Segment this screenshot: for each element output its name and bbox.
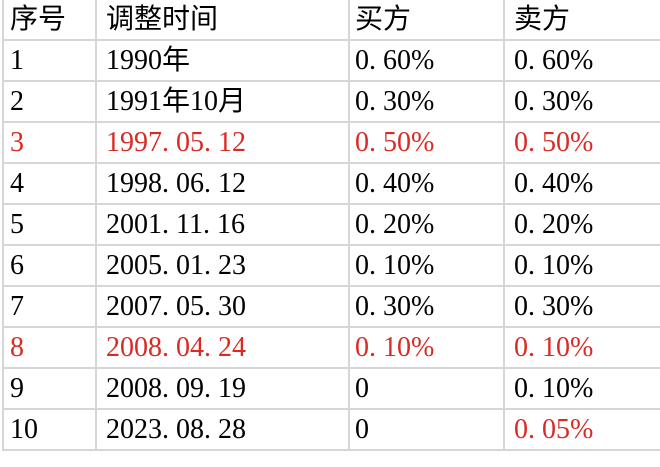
cell-adjustment-time[interactable]: 2023. 08. 28 xyxy=(96,409,350,451)
table-row: 7 2007. 05. 30 0. 30% 0. 30% xyxy=(2,286,660,328)
table-body: 1 1990年 0. 60% 0. 60% 2 1991年10月 0. 30% 0. 30% 3… xyxy=(2,40,660,451)
cell-buyer-rate[interactable]: 0. 40% xyxy=(349,163,505,205)
cell-adjustment-time[interactable]: 1990年 xyxy=(96,40,350,82)
cell-buyer-rate[interactable]: 0. 50% xyxy=(349,122,505,164)
cell-adjustment-time[interactable]: 2007. 05. 30 xyxy=(96,286,350,328)
table-row: 4 1998. 06. 12 0. 40% 0. 40% xyxy=(2,163,660,205)
cell-buyer-rate[interactable]: 0. 20% xyxy=(349,204,505,246)
cell-buyer-rate[interactable]: 0 xyxy=(349,409,505,451)
rate-table: 序号 调整时间 买方 卖方 1 1990年 0. 60% 0. 60% 2 1991年10… xyxy=(2,0,660,451)
cell-seller-rate[interactable]: 0. 05% xyxy=(504,409,660,451)
cell-buyer-rate[interactable]: 0. 10% xyxy=(349,327,505,369)
cell-serial-number[interactable]: 2 xyxy=(2,81,97,123)
cell-adjustment-time[interactable]: 1998. 06. 12 xyxy=(96,163,350,205)
table-row: 3 1997. 05. 12 0. 50% 0. 50% xyxy=(2,122,660,164)
cell-buyer-rate[interactable]: 0. 60% xyxy=(349,40,505,82)
cell-serial-number[interactable]: 1 xyxy=(2,40,97,82)
cell-seller-rate[interactable]: 0. 40% xyxy=(504,163,660,205)
cell-serial-number[interactable]: 4 xyxy=(2,163,97,205)
header-serial-number[interactable]: 序号 xyxy=(2,0,97,41)
cell-seller-rate[interactable]: 0. 30% xyxy=(504,81,660,123)
header-row: 序号 调整时间 买方 卖方 xyxy=(2,0,660,41)
cell-serial-number[interactable]: 7 xyxy=(2,286,97,328)
cell-buyer-rate[interactable]: 0 xyxy=(349,368,505,410)
cell-seller-rate[interactable]: 0. 10% xyxy=(504,368,660,410)
cell-serial-number[interactable]: 6 xyxy=(2,245,97,287)
cell-seller-rate[interactable]: 0. 60% xyxy=(504,40,660,82)
header-buyer[interactable]: 买方 xyxy=(349,0,505,41)
cell-seller-rate[interactable]: 0. 30% xyxy=(504,286,660,328)
cell-serial-number[interactable]: 10 xyxy=(2,409,97,451)
cell-buyer-rate[interactable]: 0. 10% xyxy=(349,245,505,287)
table-row: 2 1991年10月 0. 30% 0. 30% xyxy=(2,81,660,123)
cell-adjustment-time[interactable]: 2005. 01. 23 xyxy=(96,245,350,287)
header-seller[interactable]: 卖方 xyxy=(504,0,660,41)
cell-serial-number[interactable]: 9 xyxy=(2,368,97,410)
cell-seller-rate[interactable]: 0. 10% xyxy=(504,327,660,369)
cell-buyer-rate[interactable]: 0. 30% xyxy=(349,286,505,328)
cell-buyer-rate[interactable]: 0. 30% xyxy=(349,81,505,123)
cell-seller-rate[interactable]: 0. 20% xyxy=(504,204,660,246)
table-row: 9 2008. 09. 19 0 0. 10% xyxy=(2,368,660,410)
table-header: 序号 调整时间 买方 卖方 xyxy=(2,0,660,41)
cell-seller-rate[interactable]: 0. 50% xyxy=(504,122,660,164)
cell-adjustment-time[interactable]: 2008. 09. 19 xyxy=(96,368,350,410)
cell-adjustment-time[interactable]: 1997. 05. 12 xyxy=(96,122,350,164)
table-row: 6 2005. 01. 23 0. 10% 0. 10% xyxy=(2,245,660,287)
table-row: 1 1990年 0. 60% 0. 60% xyxy=(2,40,660,82)
cell-adjustment-time[interactable]: 2008. 04. 24 xyxy=(96,327,350,369)
cell-serial-number[interactable]: 5 xyxy=(2,204,97,246)
table-row: 8 2008. 04. 24 0. 10% 0. 10% xyxy=(2,327,660,369)
cell-seller-rate[interactable]: 0. 10% xyxy=(504,245,660,287)
cell-serial-number[interactable]: 3 xyxy=(2,122,97,164)
cell-adjustment-time[interactable]: 1991年10月 xyxy=(96,81,350,123)
table-row: 5 2001. 11. 16 0. 20% 0. 20% xyxy=(2,204,660,246)
cell-adjustment-time[interactable]: 2001. 11. 16 xyxy=(96,204,350,246)
table-row: 10 2023. 08. 28 0 0. 05% xyxy=(2,409,660,451)
cell-serial-number[interactable]: 8 xyxy=(2,327,97,369)
header-adjustment-time[interactable]: 调整时间 xyxy=(96,0,350,41)
